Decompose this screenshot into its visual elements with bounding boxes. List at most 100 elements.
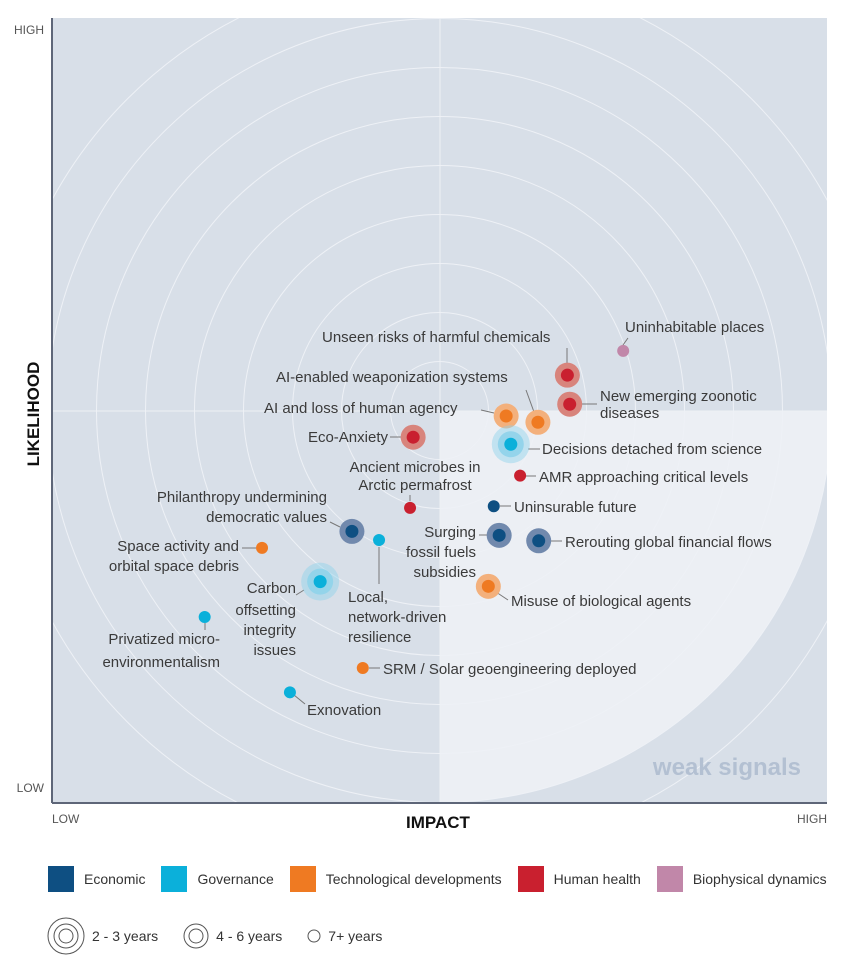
point-label: Privatized micro-: [108, 631, 220, 648]
point-label: subsidies: [413, 564, 476, 581]
point-label: integrity: [243, 622, 296, 639]
data-point: [514, 469, 527, 482]
point-core: [198, 610, 211, 623]
data-point: [526, 528, 552, 554]
data-point: [404, 501, 417, 514]
x-axis-title: IMPACT: [406, 813, 471, 832]
data-points: [198, 344, 630, 699]
legend-label: Human health: [553, 871, 641, 887]
point-core: [356, 661, 369, 674]
point-label: offsetting: [235, 602, 296, 619]
point-label: Uninhabitable places: [625, 319, 764, 336]
leader-lines: [204, 337, 629, 705]
data-point: [373, 534, 386, 547]
point-label: New emerging zoonotic: [600, 388, 757, 405]
point-label: Ancient microbes in: [350, 459, 481, 476]
point-label: democratic values: [206, 509, 327, 526]
data-point: [198, 610, 211, 623]
data-point: [617, 344, 630, 357]
leader-line: [525, 389, 535, 413]
point-core: [313, 575, 327, 589]
point-core: [514, 469, 527, 482]
point-label: Arctic permafrost: [358, 477, 472, 494]
legend-label: Economic: [84, 871, 146, 887]
leader-line: [622, 337, 629, 346]
governance-swatch: [161, 866, 188, 892]
triple-ring-icon: [47, 917, 85, 955]
point-label: Misuse of biological agents: [511, 593, 691, 610]
point-label: Rerouting global financial flows: [565, 534, 772, 551]
data-point: [356, 661, 369, 674]
chart-svg: weak signals HIGH LOW LOW HIGH IMPACT LI…: [14, 18, 827, 832]
point-label: SRM / Solar geoengineering deployed: [383, 661, 637, 678]
point-label: AMR approaching critical levels: [539, 469, 748, 486]
legend-label: 2 - 3 years: [92, 928, 159, 944]
legend-label: 4 - 6 years: [216, 928, 283, 944]
point-core: [406, 430, 420, 444]
point-label: Uninsurable future: [514, 499, 637, 516]
legend-label: Technological developments: [325, 871, 502, 887]
legend-7-plus-years: 7+ years: [306, 928, 382, 944]
point-label: issues: [253, 642, 296, 659]
data-point: [554, 362, 580, 388]
point-label: Local,: [348, 589, 388, 606]
category-legend: Economic Governance Technological develo…: [48, 866, 843, 892]
data-point: [493, 403, 519, 429]
weak-signals-zone: [439, 410, 827, 803]
point-core: [504, 437, 518, 451]
data-point: [487, 500, 500, 513]
data-point: [256, 541, 269, 554]
point-label: Unseen risks of harmful chemicals: [322, 329, 550, 346]
point-core: [563, 397, 577, 411]
point-core: [373, 534, 386, 547]
single-ring-icon: [307, 929, 321, 943]
point-core: [531, 415, 545, 429]
y-high-label: HIGH: [14, 23, 44, 37]
legend-4-6-years: 4 - 6 years: [182, 922, 282, 950]
data-point: [491, 425, 530, 464]
point-core: [481, 579, 495, 593]
legend-label: 7+ years: [328, 928, 383, 944]
legend-2-3-years: 2 - 3 years: [46, 916, 158, 956]
double-ring-icon: [183, 923, 209, 949]
leader-line: [480, 409, 495, 414]
point-label: Eco-Anxiety: [308, 429, 389, 446]
point-core: [499, 409, 513, 423]
point-core: [404, 501, 417, 514]
health-swatch: [517, 866, 544, 892]
legend-label: Biophysical dynamics: [692, 871, 827, 887]
legend-health: Human health: [517, 866, 641, 892]
legend-economic: Economic: [48, 866, 145, 892]
point-label: resilience: [348, 629, 411, 646]
legend-governance: Governance: [161, 866, 274, 892]
point-label: Decisions detached from science: [542, 441, 762, 458]
point-label: fossil fuels: [406, 544, 476, 561]
point-core: [487, 500, 500, 513]
economic-swatch: [48, 866, 74, 892]
point-label: Surging: [424, 524, 476, 541]
data-point: [525, 409, 551, 435]
weak-signals-label: weak signals: [652, 754, 801, 781]
point-label: diseases: [600, 405, 659, 422]
data-point: [557, 391, 583, 417]
leader-line: [293, 694, 306, 705]
point-label: AI and loss of human agency: [264, 400, 458, 417]
y-low-label: LOW: [17, 781, 45, 795]
data-point: [283, 686, 296, 699]
x-low-label: LOW: [52, 812, 80, 826]
point-core: [492, 528, 506, 542]
data-point: [486, 522, 512, 548]
data-point: [339, 518, 365, 544]
data-point: [301, 562, 340, 601]
data-point: [400, 424, 426, 450]
point-core: [345, 524, 359, 538]
point-label: Carbon: [247, 580, 296, 597]
point-label: environmentalism: [102, 654, 220, 671]
legend-label: Governance: [197, 871, 274, 887]
point-core: [560, 368, 574, 382]
point-core: [532, 534, 546, 548]
leader-line: [295, 589, 305, 596]
point-core: [617, 344, 630, 357]
point-label: orbital space debris: [109, 558, 239, 575]
point-label: Exnovation: [307, 702, 381, 719]
